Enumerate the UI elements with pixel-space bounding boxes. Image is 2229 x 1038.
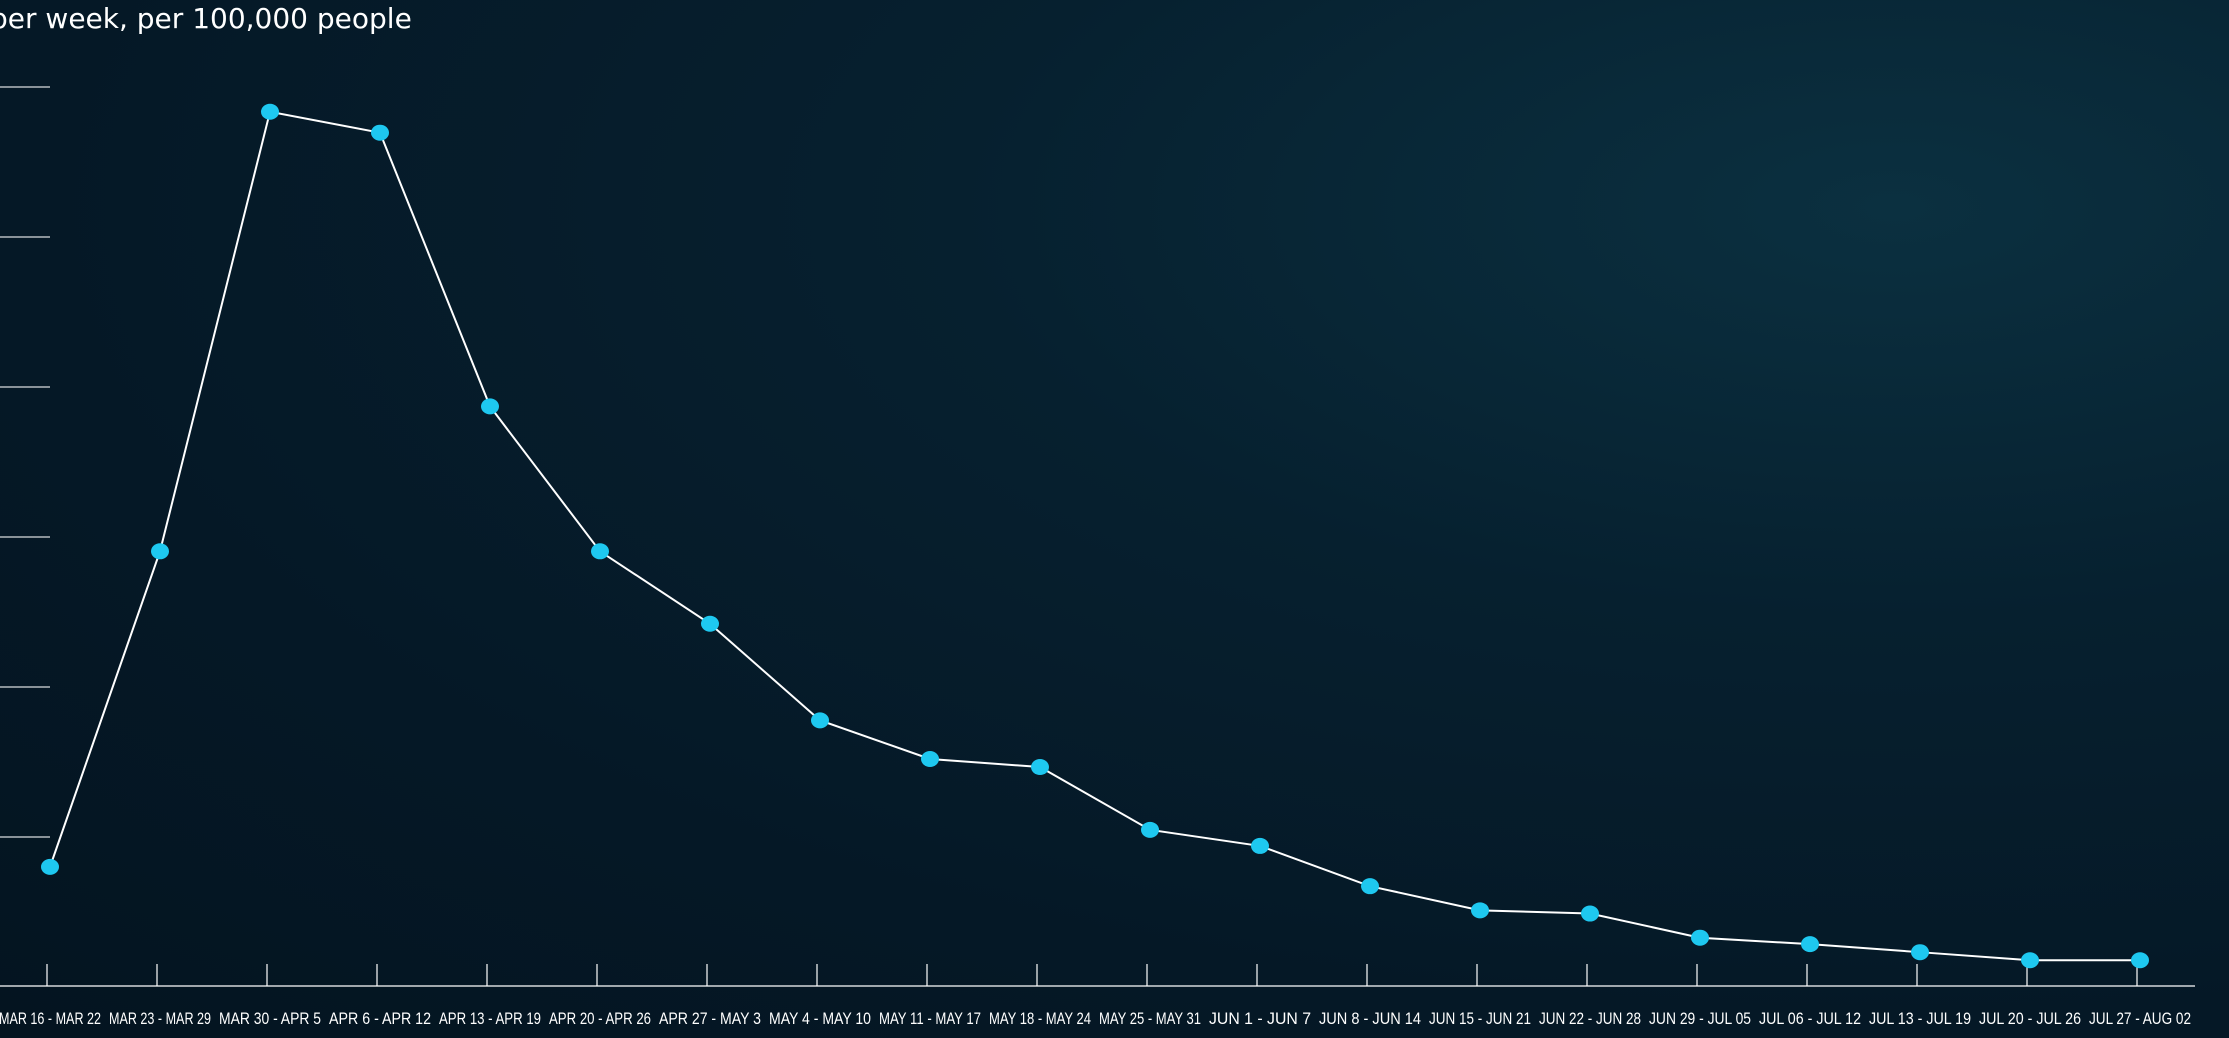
x-tick-label: MAR 16 - MAR 22 (0, 1009, 101, 1028)
x-tick-label: JUL 27 - AUG 02 (2089, 1009, 2191, 1028)
data-point (1581, 905, 1599, 922)
data-point (481, 398, 499, 415)
data-point (1141, 821, 1159, 838)
chart-subtitle: per week, per 100,000 people (0, 2, 412, 35)
x-tick-label: APR 13 - APR 19 (439, 1009, 541, 1028)
data-point (811, 712, 829, 729)
x-tick-label: JUN 15 - JUN 21 (1429, 1009, 1531, 1028)
data-point (1801, 936, 1819, 953)
x-tick-label: MAY 18 - MAY 24 (989, 1009, 1091, 1028)
x-tick-label: JUL 20 - JUL 26 (1979, 1009, 2081, 1028)
data-point (41, 858, 59, 875)
data-point (1471, 902, 1489, 919)
x-tick-label: APR 6 - APR 12 (329, 1009, 431, 1028)
series-layer (41, 103, 2149, 969)
data-point (371, 124, 389, 141)
x-axis (0, 964, 2195, 987)
y-axis-ticks (0, 86, 50, 838)
data-point (1361, 878, 1379, 895)
data-point (701, 615, 719, 632)
data-point (1251, 837, 1269, 854)
data-point (151, 543, 169, 560)
x-tick-label: MAY 4 - MAY 10 (769, 1009, 871, 1028)
x-tick-label: JUN 22 - JUN 28 (1539, 1009, 1641, 1028)
data-point (1691, 929, 1709, 946)
data-point (591, 543, 609, 560)
x-tick-label: JUN 8 - JUN 14 (1319, 1009, 1421, 1028)
x-tick-label: JUL 06 - JUL 12 (1759, 1009, 1861, 1028)
series-line (49, 110, 2140, 962)
x-tick-label: MAY 25 - MAY 31 (1099, 1009, 1201, 1028)
data-point (261, 103, 279, 120)
x-tick-label: MAY 11 - MAY 17 (879, 1009, 981, 1028)
x-axis-labels: MAR 16 - MAR 22 MAR 23 - MAR 29 MAR 30 - A… (0, 1009, 2191, 1028)
data-point (921, 750, 939, 767)
x-tick-label: JUL 13 - JUL 19 (1869, 1009, 1971, 1028)
data-point (2021, 952, 2039, 969)
x-tick-label: JUN 1 - JUN 7 (1209, 1009, 1311, 1028)
x-tick-label: MAR 30 - APR 5 (219, 1009, 321, 1028)
data-point (1911, 944, 1929, 961)
data-point (2131, 952, 2149, 969)
x-tick-label: MAR 23 - MAR 29 (109, 1009, 211, 1028)
x-tick-label: JUN 29 - JUL 05 (1649, 1009, 1751, 1028)
x-tick-label: APR 27 - MAY 3 (659, 1009, 761, 1028)
data-point (1031, 759, 1049, 776)
x-tick-label: APR 20 - APR 26 (549, 1009, 651, 1028)
